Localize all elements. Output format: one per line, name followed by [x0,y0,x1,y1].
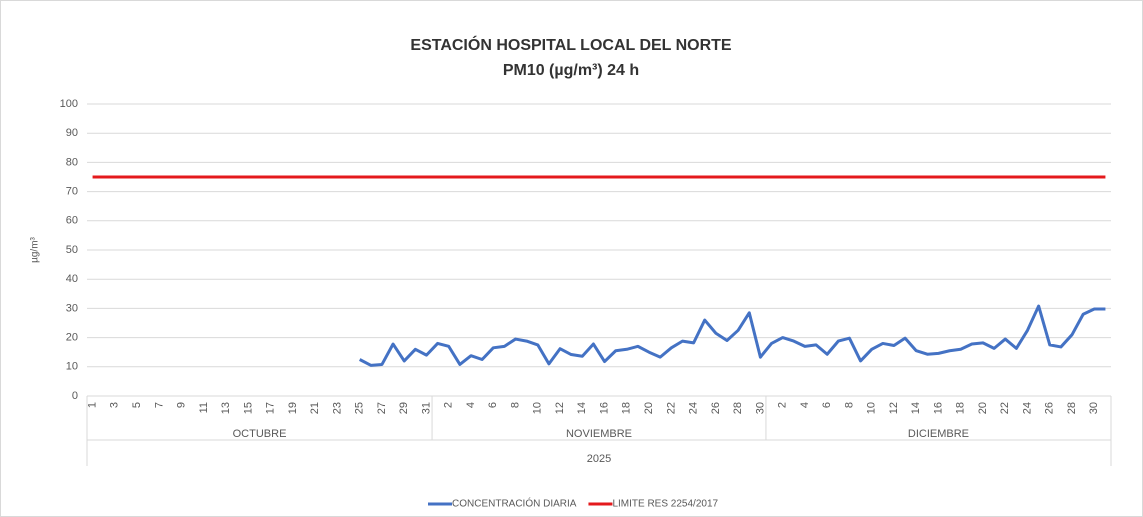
y-tick-label: 30 [66,302,78,314]
month-label: DICIEMBRE [908,428,969,440]
x-tick-label: 16 [932,402,944,414]
x-tick-label: 28 [1066,402,1078,414]
x-tick-label: 8 [509,402,521,408]
x-tick-label: 25 [354,402,366,414]
x-tick-label: 24 [1021,402,1033,414]
month-label: OCTUBRE [233,428,287,440]
x-tick-label: 7 [153,402,165,408]
x-tick-label: 17 [265,402,277,414]
x-tick-label: 14 [910,402,922,414]
legend-label: LIMITE RES 2254/2017 [612,499,718,510]
x-tick-label: 29 [398,402,410,414]
y-tick-label: 70 [66,186,78,198]
x-tick-label: 9 [176,402,188,408]
year-label: 2025 [587,453,611,465]
series-line [359,304,1106,367]
x-tick-label: 27 [376,402,388,414]
x-tick-label: 16 [598,402,610,414]
x-tick-label: 20 [977,402,989,414]
y-axis-label: µg/m³ [30,236,41,262]
chart-subtitle: PM10 (µg/m³) 24 h [503,62,639,79]
x-tick-label: 20 [643,402,655,414]
x-tick-label: 19 [287,402,299,414]
x-tick-label: 2 [443,402,455,408]
chart-title: ESTACIÓN HOSPITAL LOCAL DEL NORTE [410,35,732,54]
x-tick-label: 6 [821,402,833,408]
x-tick-label: 26 [1044,402,1056,414]
x-tick-label: 24 [688,402,700,414]
x-tick-label: 21 [309,402,321,414]
x-tick-label: 31 [420,402,432,414]
x-tick-label: 2 [777,402,789,408]
x-tick-label: 3 [109,402,121,408]
x-tick-label: 1 [86,402,98,408]
x-tick-label: 4 [799,402,811,408]
x-tick-label: 13 [220,402,232,414]
y-tick-label: 20 [66,332,78,344]
y-tick-label: 50 [66,244,78,256]
x-tick-label: 18 [955,402,967,414]
y-tick-label: 10 [66,361,78,373]
x-tick-label: 10 [866,402,878,414]
y-tick-label: 0 [72,390,78,402]
x-tick-label: 8 [843,402,855,408]
x-tick-label: 12 [888,402,900,414]
x-tick-label: 6 [487,402,499,408]
y-tick-label: 100 [60,98,78,110]
x-tick-label: 4 [465,402,477,408]
legend-label: CONCENTRACIÓN DIARIA [452,497,577,510]
x-tick-label: 5 [131,402,143,408]
y-tick-label: 40 [66,273,78,285]
y-tick-label: 80 [66,156,78,168]
y-tick-label: 90 [66,127,78,139]
x-tick-label: 11 [198,402,210,413]
x-tick-label: 30 [1088,402,1100,414]
x-tick-label: 28 [732,402,744,414]
x-tick-label: 26 [710,402,722,414]
x-tick-label: 10 [532,402,544,414]
month-label: NOVIEMBRE [566,428,632,440]
x-tick-label: 22 [665,402,677,414]
x-tick-label: 30 [754,402,766,414]
y-tick-label: 60 [66,215,78,227]
x-tick-label: 18 [621,402,633,414]
x-tick-label: 12 [554,402,566,414]
x-tick-label: 15 [242,402,254,414]
x-tick-label: 14 [576,402,588,414]
x-tick-label: 22 [999,402,1011,414]
x-tick-label: 23 [331,402,343,414]
